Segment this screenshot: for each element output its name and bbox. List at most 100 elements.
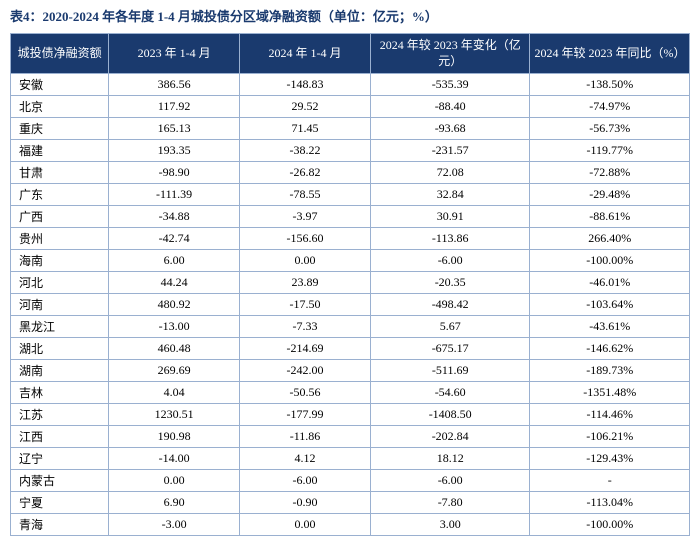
cell-y2023: 1230.51 xyxy=(109,404,240,426)
cell-y2023: -98.90 xyxy=(109,162,240,184)
cell-yoy: -106.21% xyxy=(530,426,690,448)
cell-y2024: -26.82 xyxy=(240,162,371,184)
cell-y2023: -14.00 xyxy=(109,448,240,470)
cell-yoy: -1351.48% xyxy=(530,382,690,404)
cell-yoy: -56.73% xyxy=(530,118,690,140)
cell-diff: -675.17 xyxy=(370,338,530,360)
cell-region: 江西 xyxy=(11,426,109,448)
cell-y2024: 4.12 xyxy=(240,448,371,470)
cell-region: 江苏 xyxy=(11,404,109,426)
table-row: 宁夏6.90-0.90-7.80-113.04% xyxy=(11,492,690,514)
cell-y2023: 190.98 xyxy=(109,426,240,448)
cell-region: 海南 xyxy=(11,250,109,272)
cell-y2023: -13.00 xyxy=(109,316,240,338)
table-row: 甘肃-98.90-26.8272.08-72.88% xyxy=(11,162,690,184)
cell-y2023: 6.00 xyxy=(109,250,240,272)
cell-y2023: 117.92 xyxy=(109,96,240,118)
cell-diff: -202.84 xyxy=(370,426,530,448)
cell-diff: -88.40 xyxy=(370,96,530,118)
cell-y2023: -42.74 xyxy=(109,228,240,250)
cell-yoy: -100.00% xyxy=(530,250,690,272)
cell-yoy: -146.62% xyxy=(530,338,690,360)
cell-region: 广西 xyxy=(11,206,109,228)
table-row: 黑龙江-13.00-7.335.67-43.61% xyxy=(11,316,690,338)
cell-y2023: 386.56 xyxy=(109,74,240,96)
cell-y2023: 4.04 xyxy=(109,382,240,404)
cell-region: 河南 xyxy=(11,294,109,316)
cell-region: 宁夏 xyxy=(11,492,109,514)
table-row: 安徽386.56-148.83-535.39-138.50% xyxy=(11,74,690,96)
cell-yoy: -46.01% xyxy=(530,272,690,294)
cell-y2024: -242.00 xyxy=(240,360,371,382)
cell-y2024: -7.33 xyxy=(240,316,371,338)
cell-region: 福建 xyxy=(11,140,109,162)
cell-region: 河北 xyxy=(11,272,109,294)
table-row: 湖北460.48-214.69-675.17-146.62% xyxy=(11,338,690,360)
cell-y2024: -177.99 xyxy=(240,404,371,426)
cell-yoy: -88.61% xyxy=(530,206,690,228)
col-header-2023: 2023 年 1-4 月 xyxy=(109,34,240,74)
cell-region: 湖北 xyxy=(11,338,109,360)
cell-yoy: -113.04% xyxy=(530,492,690,514)
cell-region: 甘肃 xyxy=(11,162,109,184)
cell-region: 北京 xyxy=(11,96,109,118)
cell-y2024: 29.52 xyxy=(240,96,371,118)
cell-yoy: - xyxy=(530,470,690,492)
table-row: 河南480.92-17.50-498.42-103.64% xyxy=(11,294,690,316)
table-title: 表4：2020-2024 年各年度 1-4 月城投债分区域净融资额（单位：亿元；… xyxy=(10,6,690,25)
cell-diff: -93.68 xyxy=(370,118,530,140)
cell-region: 安徽 xyxy=(11,74,109,96)
col-header-yoy: 2024 年较 2023 年同比（%） xyxy=(530,34,690,74)
cell-diff: 18.12 xyxy=(370,448,530,470)
cell-yoy: -100.00% xyxy=(530,514,690,536)
cell-y2023: 44.24 xyxy=(109,272,240,294)
table-row: 河北44.2423.89-20.35-46.01% xyxy=(11,272,690,294)
net-financing-table: 城投债净融资额 2023 年 1-4 月 2024 年 1-4 月 2024 年… xyxy=(10,33,690,536)
cell-y2024: -38.22 xyxy=(240,140,371,162)
table-row: 辽宁-14.004.1218.12-129.43% xyxy=(11,448,690,470)
cell-region: 湖南 xyxy=(11,360,109,382)
cell-y2024: -214.69 xyxy=(240,338,371,360)
cell-y2024: -50.56 xyxy=(240,382,371,404)
col-header-2024: 2024 年 1-4 月 xyxy=(240,34,371,74)
table-row: 北京117.9229.52-88.40-74.97% xyxy=(11,96,690,118)
header-row: 城投债净融资额 2023 年 1-4 月 2024 年 1-4 月 2024 年… xyxy=(11,34,690,74)
cell-y2023: 269.69 xyxy=(109,360,240,382)
cell-diff: -113.86 xyxy=(370,228,530,250)
cell-region: 青海 xyxy=(11,514,109,536)
table-row: 江西190.98-11.86-202.84-106.21% xyxy=(11,426,690,448)
cell-y2023: -3.00 xyxy=(109,514,240,536)
table-row: 海南6.000.00-6.00-100.00% xyxy=(11,250,690,272)
cell-y2024: 23.89 xyxy=(240,272,371,294)
cell-yoy: -74.97% xyxy=(530,96,690,118)
cell-yoy: -29.48% xyxy=(530,184,690,206)
table-row: 广东-111.39-78.5532.84-29.48% xyxy=(11,184,690,206)
cell-diff: -535.39 xyxy=(370,74,530,96)
table-row: 贵州-42.74-156.60-113.86266.40% xyxy=(11,228,690,250)
cell-diff: -498.42 xyxy=(370,294,530,316)
cell-y2024: -3.97 xyxy=(240,206,371,228)
cell-y2023: -34.88 xyxy=(109,206,240,228)
cell-region: 内蒙古 xyxy=(11,470,109,492)
cell-y2024: -148.83 xyxy=(240,74,371,96)
cell-diff: -231.57 xyxy=(370,140,530,162)
table-row: 江苏1230.51-177.99-1408.50-114.46% xyxy=(11,404,690,426)
table-row: 福建193.35-38.22-231.57-119.77% xyxy=(11,140,690,162)
table-body: 安徽386.56-148.83-535.39-138.50%北京117.9229… xyxy=(11,74,690,536)
cell-diff: 30.91 xyxy=(370,206,530,228)
cell-y2023: 6.90 xyxy=(109,492,240,514)
table-row: 湖南269.69-242.00-511.69-189.73% xyxy=(11,360,690,382)
cell-yoy: -43.61% xyxy=(530,316,690,338)
cell-y2024: -156.60 xyxy=(240,228,371,250)
cell-diff: 5.67 xyxy=(370,316,530,338)
cell-y2024: 0.00 xyxy=(240,250,371,272)
cell-region: 辽宁 xyxy=(11,448,109,470)
cell-diff: -6.00 xyxy=(370,250,530,272)
cell-diff: -511.69 xyxy=(370,360,530,382)
cell-region: 吉林 xyxy=(11,382,109,404)
cell-yoy: 266.40% xyxy=(530,228,690,250)
cell-diff: -6.00 xyxy=(370,470,530,492)
cell-y2024: 0.00 xyxy=(240,514,371,536)
cell-yoy: -114.46% xyxy=(530,404,690,426)
cell-y2024: -78.55 xyxy=(240,184,371,206)
